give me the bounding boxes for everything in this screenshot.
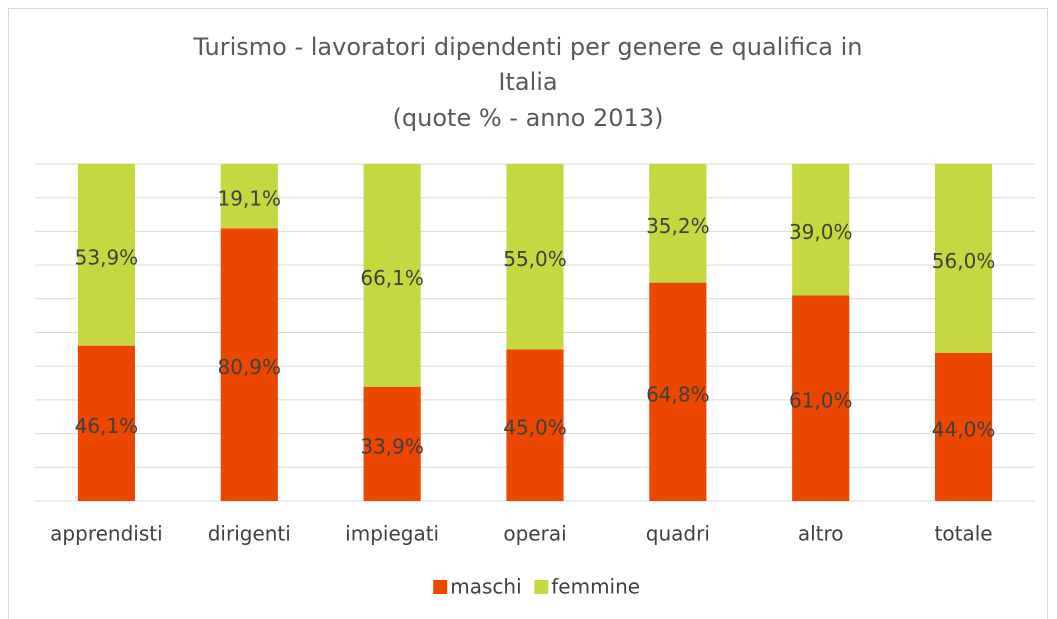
- bar-segment: [77, 345, 135, 501]
- x-tick-label: operai: [503, 522, 566, 546]
- bar-segment: [935, 352, 993, 501]
- data-label: 53,9%: [75, 245, 139, 269]
- data-label: 39,0%: [789, 220, 853, 244]
- x-tick-label: altro: [798, 522, 844, 546]
- data-label: 56,0%: [932, 249, 996, 273]
- x-tick-label: apprendisti: [50, 522, 162, 546]
- bar-segment: [649, 164, 707, 283]
- chart-frame: [8, 8, 1048, 619]
- data-label: 61,0%: [789, 389, 853, 413]
- data-label: 55,0%: [503, 247, 567, 271]
- bar-segment: [220, 164, 278, 229]
- legend-swatch: [534, 580, 549, 594]
- bar-segment: [792, 164, 850, 296]
- legend-swatch: [433, 580, 448, 594]
- bar-segment: [506, 164, 564, 350]
- legend-label: maschi: [450, 575, 521, 599]
- chart-subtitle: (quote % - anno 2013): [392, 104, 664, 132]
- data-label: 45,0%: [503, 416, 567, 440]
- data-label: 64,8%: [646, 382, 710, 406]
- x-tick-label: impiegati: [345, 522, 439, 546]
- data-label: 35,2%: [646, 214, 710, 238]
- legend-label: femmine: [551, 575, 640, 599]
- data-label: 19,1%: [218, 187, 282, 211]
- bar-segment: [649, 282, 707, 501]
- data-label: 80,9%: [218, 355, 282, 379]
- x-tick-label: dirigenti: [208, 522, 291, 546]
- bar-segment: [363, 386, 421, 501]
- chart-title: Turismo - lavoratori dipendenti per gene…: [193, 33, 863, 96]
- x-tick-label: totale: [935, 522, 993, 546]
- x-tick-label: quadri: [646, 522, 710, 546]
- bar-segment: [77, 164, 135, 346]
- data-label: 33,9%: [360, 434, 424, 458]
- data-label: 46,1%: [75, 414, 139, 438]
- bar-segment: [935, 164, 993, 353]
- bar-segment: [363, 164, 421, 387]
- bar-segment: [792, 295, 850, 501]
- bar-segment: [506, 349, 564, 501]
- data-label: 66,1%: [360, 266, 424, 290]
- bar-segment: [220, 228, 278, 501]
- data-label: 44,0%: [932, 417, 996, 441]
